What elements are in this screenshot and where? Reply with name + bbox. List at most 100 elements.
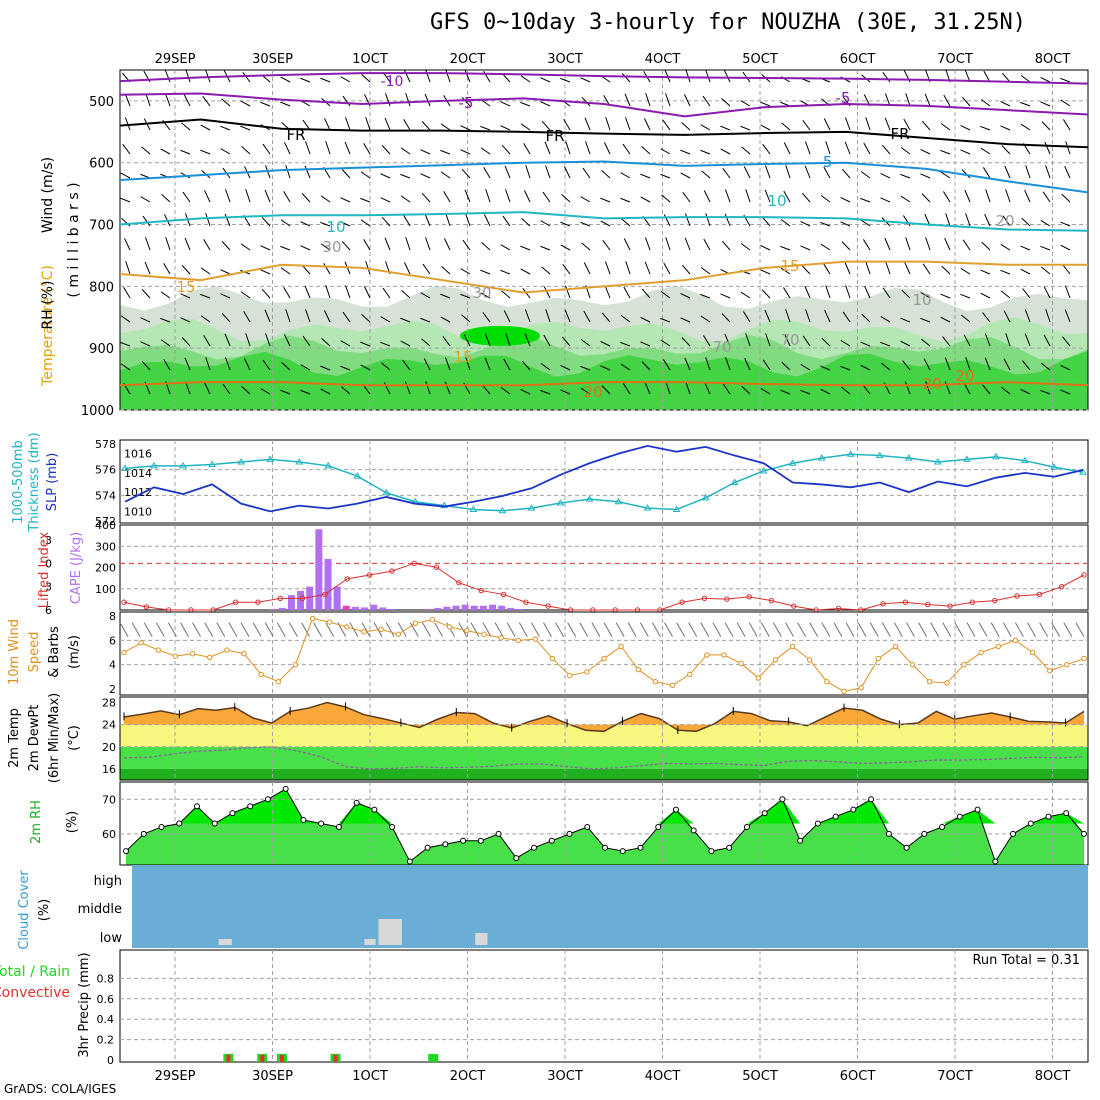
contour-label: 30 — [322, 238, 341, 256]
wind-barb — [242, 72, 251, 83]
wind-tick-label: 8 — [109, 610, 116, 623]
wind-barb — [500, 125, 511, 131]
surface-wind-barb — [530, 622, 540, 637]
ylabel-temp-1: 2m Temp — [7, 708, 22, 768]
wind-barb — [940, 171, 951, 179]
wind-barb — [960, 293, 971, 299]
wind-barb — [643, 118, 651, 131]
wind-barb — [780, 219, 791, 227]
wind-barb — [703, 190, 711, 203]
wind-barb — [345, 285, 351, 299]
wind-barb — [724, 189, 731, 203]
wind-barb — [384, 237, 391, 251]
wind-barb — [165, 237, 171, 251]
ylabel-rh-1: 2m RH — [29, 800, 44, 844]
wind-barb — [503, 358, 511, 371]
rh-point — [956, 813, 963, 820]
lifted-index-point — [835, 605, 842, 612]
wind-barb — [420, 292, 431, 299]
wind-barb — [260, 388, 271, 395]
surface-wind-barb — [869, 622, 879, 637]
wind-barb — [545, 309, 551, 323]
lifted-index-point — [121, 599, 127, 605]
wind-tick-label: 2 — [109, 683, 116, 696]
wind-barb — [120, 363, 131, 371]
wind-barb — [1020, 388, 1031, 395]
wind-speed-point — [875, 655, 881, 662]
pressure-tick-label: 600 — [89, 157, 114, 172]
cape-bar — [324, 559, 332, 610]
wind-barb — [960, 149, 971, 155]
thickness-point — [614, 497, 623, 505]
contour-label: 20 — [955, 367, 974, 385]
wind-barb — [564, 309, 571, 323]
wind-barb — [982, 312, 991, 323]
wind-barb — [300, 364, 311, 371]
wind-barb — [580, 339, 591, 347]
rh-point — [158, 823, 165, 830]
wind-barb — [501, 144, 511, 155]
wind-barb — [340, 76, 351, 83]
wind-barb — [120, 341, 131, 347]
wind-barb — [841, 168, 851, 179]
wind-speed-point — [361, 629, 367, 635]
wind-barb — [703, 335, 711, 347]
rh-point — [868, 796, 875, 803]
wind-barb — [641, 146, 651, 155]
wind-barb — [1040, 362, 1051, 371]
wind-barb — [681, 337, 691, 347]
surface-wind-barb — [397, 622, 407, 637]
surface-wind-barb — [1002, 622, 1012, 637]
wind-barb — [361, 314, 371, 323]
wind-speed-point — [909, 661, 916, 668]
wind-barb — [1060, 389, 1071, 395]
surface-wind-barb — [809, 622, 819, 637]
wind-barb — [404, 70, 411, 83]
thickness-point — [208, 460, 216, 468]
wind-speed-point — [224, 647, 230, 653]
precip-convective-bar — [279, 1054, 284, 1062]
wind-barb — [181, 265, 191, 275]
temp-tick-label: 20 — [102, 741, 116, 754]
wind-barb — [164, 69, 171, 83]
wind-barb — [1060, 221, 1071, 227]
wind-barb — [401, 290, 411, 299]
cape-bar — [434, 607, 442, 610]
rh-point — [1081, 830, 1087, 837]
lifted-index-point — [791, 603, 797, 609]
wind-barb — [1020, 268, 1031, 275]
thickness-point — [1050, 463, 1058, 470]
temp-band-16-20 — [120, 746, 1088, 769]
wind-barb — [820, 243, 831, 251]
upper-air-panel: 500 600 700 800 900 1000 -10 -5 -5 FR FR FR -5 10 10 15… — [81, 69, 1089, 419]
surface-wind-barb — [833, 622, 843, 637]
wind-barb — [761, 289, 771, 299]
wind-barb — [921, 193, 931, 203]
wind-barb — [240, 125, 251, 131]
wind-barb — [944, 237, 951, 251]
ylabel-lifted-index: Lifted Index — [37, 531, 52, 608]
wind-barb — [903, 118, 911, 131]
wind-barb — [620, 315, 631, 323]
wind-barb — [560, 365, 571, 371]
thickness-point — [469, 505, 478, 512]
wind-barb — [945, 213, 951, 227]
lifted-index-point — [724, 596, 730, 602]
rh-point — [708, 848, 715, 855]
wind-barb — [523, 142, 531, 155]
wind-barb — [745, 189, 751, 203]
ylabel-slp: SLP (mb) — [45, 453, 60, 512]
surface-wind-barb — [797, 622, 807, 637]
wind-barb — [443, 238, 451, 251]
wind-barb — [641, 361, 651, 371]
lifted-index-point — [1036, 591, 1043, 598]
wind-barb — [582, 167, 591, 179]
run-total-label: Run Total = 0.31 — [972, 953, 1080, 968]
thickness-point — [817, 454, 826, 461]
wind-barb — [540, 245, 551, 251]
wind-barb — [760, 124, 771, 131]
wind-barb — [424, 213, 431, 227]
wind-barb — [783, 142, 791, 155]
wind-barb — [340, 365, 351, 371]
wind-barb — [801, 192, 811, 203]
